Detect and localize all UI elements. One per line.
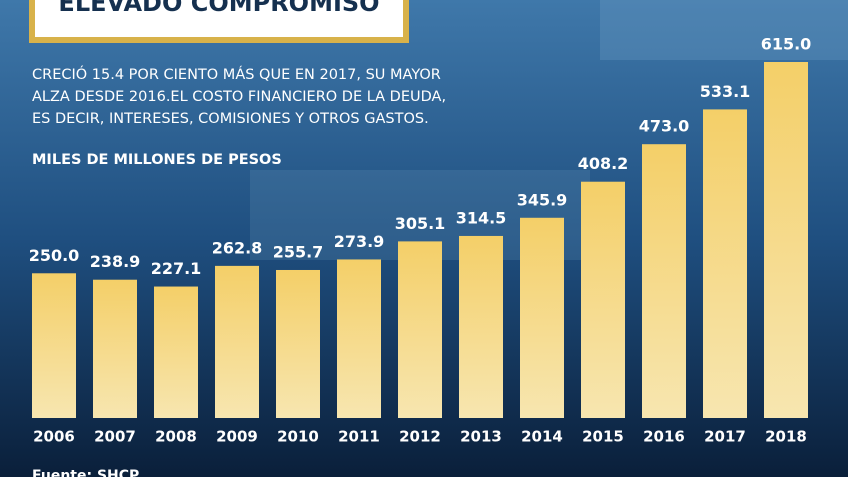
value-label: 473.0 — [639, 117, 690, 136]
chart-title: ELEVADO COMPROMISO — [58, 0, 379, 17]
x-tick-label: 2008 — [155, 428, 197, 446]
y-axis-label: MILES DE MILLONES DE PESOS — [32, 152, 282, 168]
value-label: 255.7 — [273, 242, 324, 261]
subtitle: ALZA DESDE 2016.EL COSTO FINANCIERO DE L… — [32, 89, 446, 105]
value-label: 227.1 — [151, 259, 202, 278]
value-label: 408.2 — [578, 154, 629, 173]
value-label: 345.9 — [517, 190, 568, 209]
value-label: 273.9 — [334, 232, 385, 251]
bar — [93, 279, 137, 418]
x-tick-label: 2014 — [521, 428, 563, 446]
x-tick-label: 2017 — [704, 428, 746, 446]
x-tick-label: 2013 — [460, 428, 502, 446]
bar — [764, 62, 808, 418]
x-tick-label: 2010 — [277, 428, 319, 446]
bar — [642, 144, 686, 419]
bar — [520, 217, 564, 418]
x-tick-label: 2011 — [338, 428, 380, 446]
bar — [154, 286, 198, 418]
subtitle: ES DECIR, INTERESES, COMISIONES Y OTROS … — [32, 111, 429, 127]
banknote-decoration — [600, 0, 848, 60]
bar — [581, 181, 625, 418]
bar — [337, 259, 381, 418]
x-tick-label: 2018 — [765, 428, 807, 446]
bar — [215, 265, 259, 418]
x-tick-label: 2007 — [94, 428, 136, 446]
bar — [459, 235, 503, 418]
x-tick-label: 2015 — [582, 428, 624, 446]
source: Fuente: SHCP — [32, 468, 139, 477]
bar — [276, 269, 320, 418]
value-label: 238.9 — [90, 252, 141, 271]
value-label: 250.0 — [29, 246, 80, 265]
value-label: 533.1 — [700, 82, 751, 101]
x-tick-label: 2016 — [643, 428, 685, 446]
value-label: 305.1 — [395, 214, 446, 233]
value-label: 615.0 — [761, 35, 812, 54]
x-tick-label: 2009 — [216, 428, 258, 446]
x-tick-label: 2006 — [33, 428, 75, 446]
x-tick-label: 2012 — [399, 428, 441, 446]
bar — [703, 109, 747, 418]
bar — [398, 241, 442, 418]
bar — [32, 273, 76, 418]
subtitle: CRECIÓ 15.4 POR CIENTO MÁS QUE EN 2017, … — [32, 65, 441, 83]
value-label: 314.5 — [456, 208, 507, 227]
title-box — [29, 0, 409, 43]
value-label: 262.8 — [212, 238, 263, 257]
